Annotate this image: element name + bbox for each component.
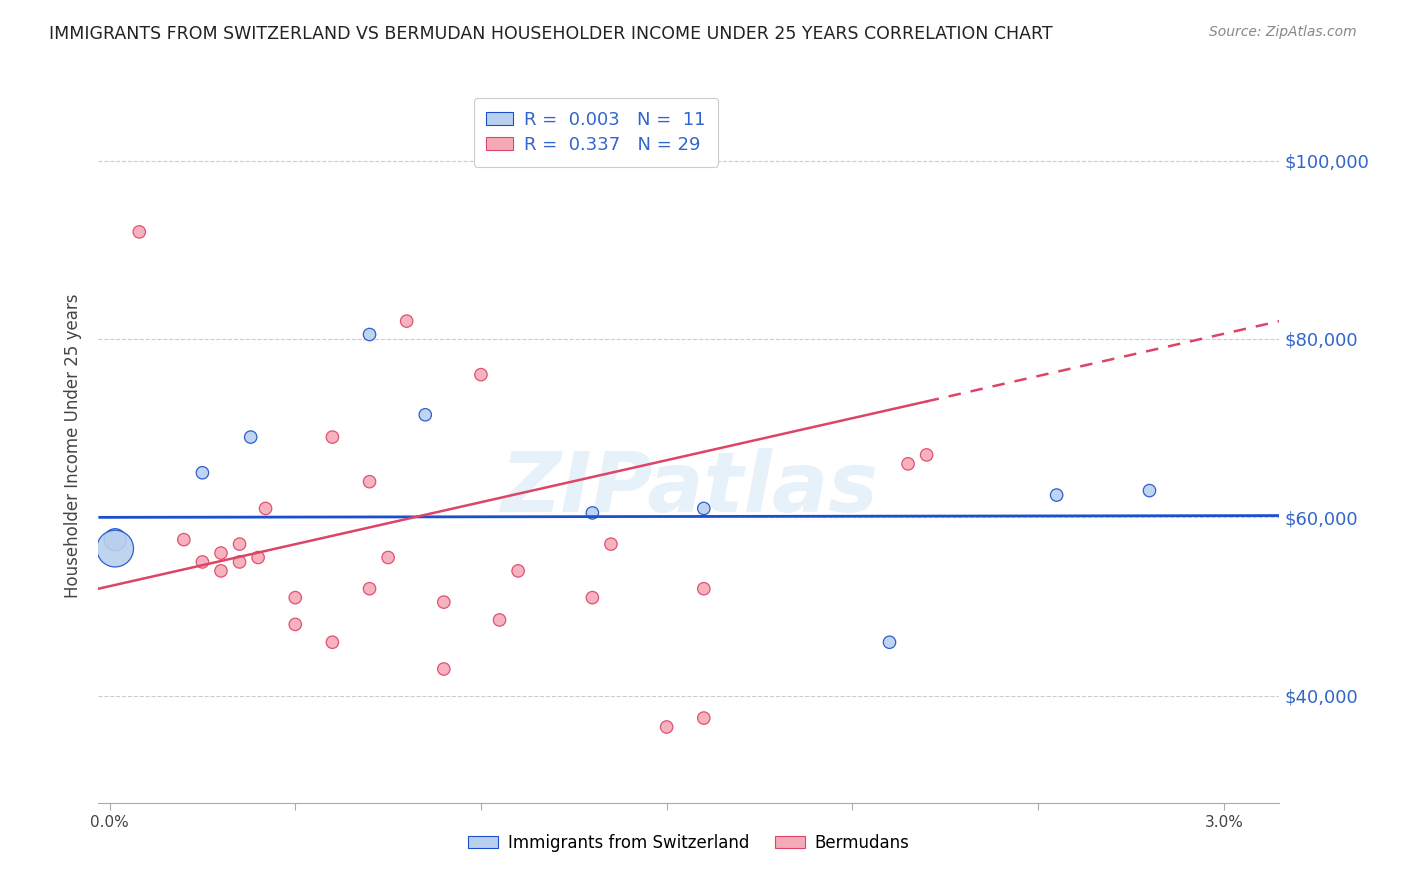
- Point: [600, 537, 623, 551]
- Point: [581, 506, 603, 520]
- Point: [128, 225, 150, 239]
- Point: [209, 546, 232, 560]
- Point: [377, 550, 399, 565]
- Point: [581, 591, 603, 605]
- Point: [433, 662, 456, 676]
- Point: [433, 595, 456, 609]
- Point: [247, 550, 270, 565]
- Y-axis label: Householder Income Under 25 years: Householder Income Under 25 years: [65, 293, 83, 599]
- Point: [228, 537, 250, 551]
- Point: [239, 430, 262, 444]
- Point: [915, 448, 938, 462]
- Point: [506, 564, 529, 578]
- Point: [488, 613, 510, 627]
- Point: [470, 368, 492, 382]
- Point: [693, 711, 716, 725]
- Point: [284, 591, 307, 605]
- Point: [359, 475, 381, 489]
- Point: [228, 555, 250, 569]
- Point: [173, 533, 195, 547]
- Point: [395, 314, 418, 328]
- Point: [104, 533, 127, 547]
- Point: [1139, 483, 1161, 498]
- Point: [693, 582, 716, 596]
- Point: [321, 635, 343, 649]
- Text: Source: ZipAtlas.com: Source: ZipAtlas.com: [1209, 25, 1357, 39]
- Point: [897, 457, 920, 471]
- Point: [359, 327, 381, 342]
- Point: [104, 541, 127, 556]
- Point: [879, 635, 901, 649]
- Point: [191, 555, 214, 569]
- Point: [321, 430, 343, 444]
- Point: [655, 720, 678, 734]
- Point: [1046, 488, 1069, 502]
- Point: [359, 582, 381, 596]
- Point: [413, 408, 436, 422]
- Text: IMMIGRANTS FROM SWITZERLAND VS BERMUDAN HOUSEHOLDER INCOME UNDER 25 YEARS CORREL: IMMIGRANTS FROM SWITZERLAND VS BERMUDAN …: [49, 25, 1053, 43]
- Point: [693, 501, 716, 516]
- Legend: Immigrants from Switzerland, Bermudans: Immigrants from Switzerland, Bermudans: [461, 828, 917, 859]
- Point: [284, 617, 307, 632]
- Point: [191, 466, 214, 480]
- Point: [254, 501, 277, 516]
- Point: [209, 564, 232, 578]
- Text: ZIPatlas: ZIPatlas: [501, 449, 877, 529]
